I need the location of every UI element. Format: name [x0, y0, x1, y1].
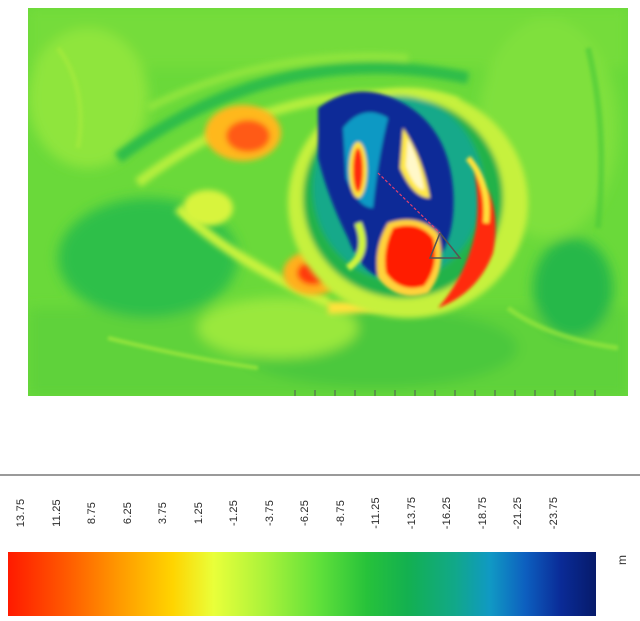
colorbar-tick-label: 6.25 — [121, 478, 135, 548]
colorbar-tick-label: -11.25 — [369, 478, 383, 548]
eye-heatmap — [28, 8, 628, 396]
colorbar-gradient — [8, 552, 596, 616]
colorbar-tick-label: -6.25 — [298, 478, 312, 548]
colorbar-tick-label: 11.25 — [50, 478, 64, 548]
colorbar-tick-label: -8.75 — [334, 478, 348, 548]
colorbar-tick-text: 11.25 — [51, 499, 63, 527]
colorbar-tick-text: 6.25 — [122, 502, 134, 524]
colorbar-tick-text: 3.75 — [157, 502, 169, 524]
colorbar-tick-text: 8.75 — [86, 502, 98, 524]
colorbar-tick-label: 3.75 — [156, 478, 170, 548]
colorbar-tick-text: -8.75 — [335, 500, 347, 526]
colorbar-tick-text: -18.75 — [477, 497, 489, 529]
colorbar-tick-label: -16.25 — [440, 478, 454, 548]
colorbar-tick-text: -1.25 — [228, 500, 240, 526]
colorbar-tick-text: -23.75 — [548, 497, 560, 529]
colorbar-tick-label: -1.25 — [227, 478, 241, 548]
colorbar-tick-text: -6.25 — [299, 500, 311, 526]
colorbar-tick-label: 13.75 — [14, 478, 28, 548]
colorbar-tick-label: 8.75 — [85, 478, 99, 548]
iris-region — [288, 88, 528, 318]
colorbar-tick-text: 1.25 — [193, 502, 205, 524]
colorbar-tick-text: -3.75 — [264, 500, 276, 526]
colorbar-tick-text: -21.25 — [512, 497, 524, 529]
colorbar-tick-text: -11.25 — [370, 497, 382, 529]
colorbar-tick-label: -3.75 — [263, 478, 277, 548]
colorbar-unit-label: m — [612, 540, 632, 580]
image-right-edge — [628, 8, 640, 396]
colorbar-tick-text: -13.75 — [406, 497, 418, 529]
colorbar-tick-label: -21.25 — [511, 478, 525, 548]
colorbar-tick-label: -18.75 — [476, 478, 490, 548]
colorbar-tick-label: -13.75 — [405, 478, 419, 548]
colorbar-tick-label: -23.75 — [547, 478, 561, 548]
unit-text: m — [615, 555, 629, 565]
colorbar-tick-text: -16.25 — [441, 497, 453, 529]
colorbar-tick-label: 1.25 — [192, 478, 206, 548]
colorbar-tick-text: 13.75 — [15, 499, 27, 528]
axis-ticks — [290, 390, 610, 400]
colorbar-labels: 13.75 11.25 8.75 6.25 3.75 1.25 -1.25 -3.75 -6.2… — [8, 478, 596, 548]
colorbar-border — [0, 474, 640, 476]
